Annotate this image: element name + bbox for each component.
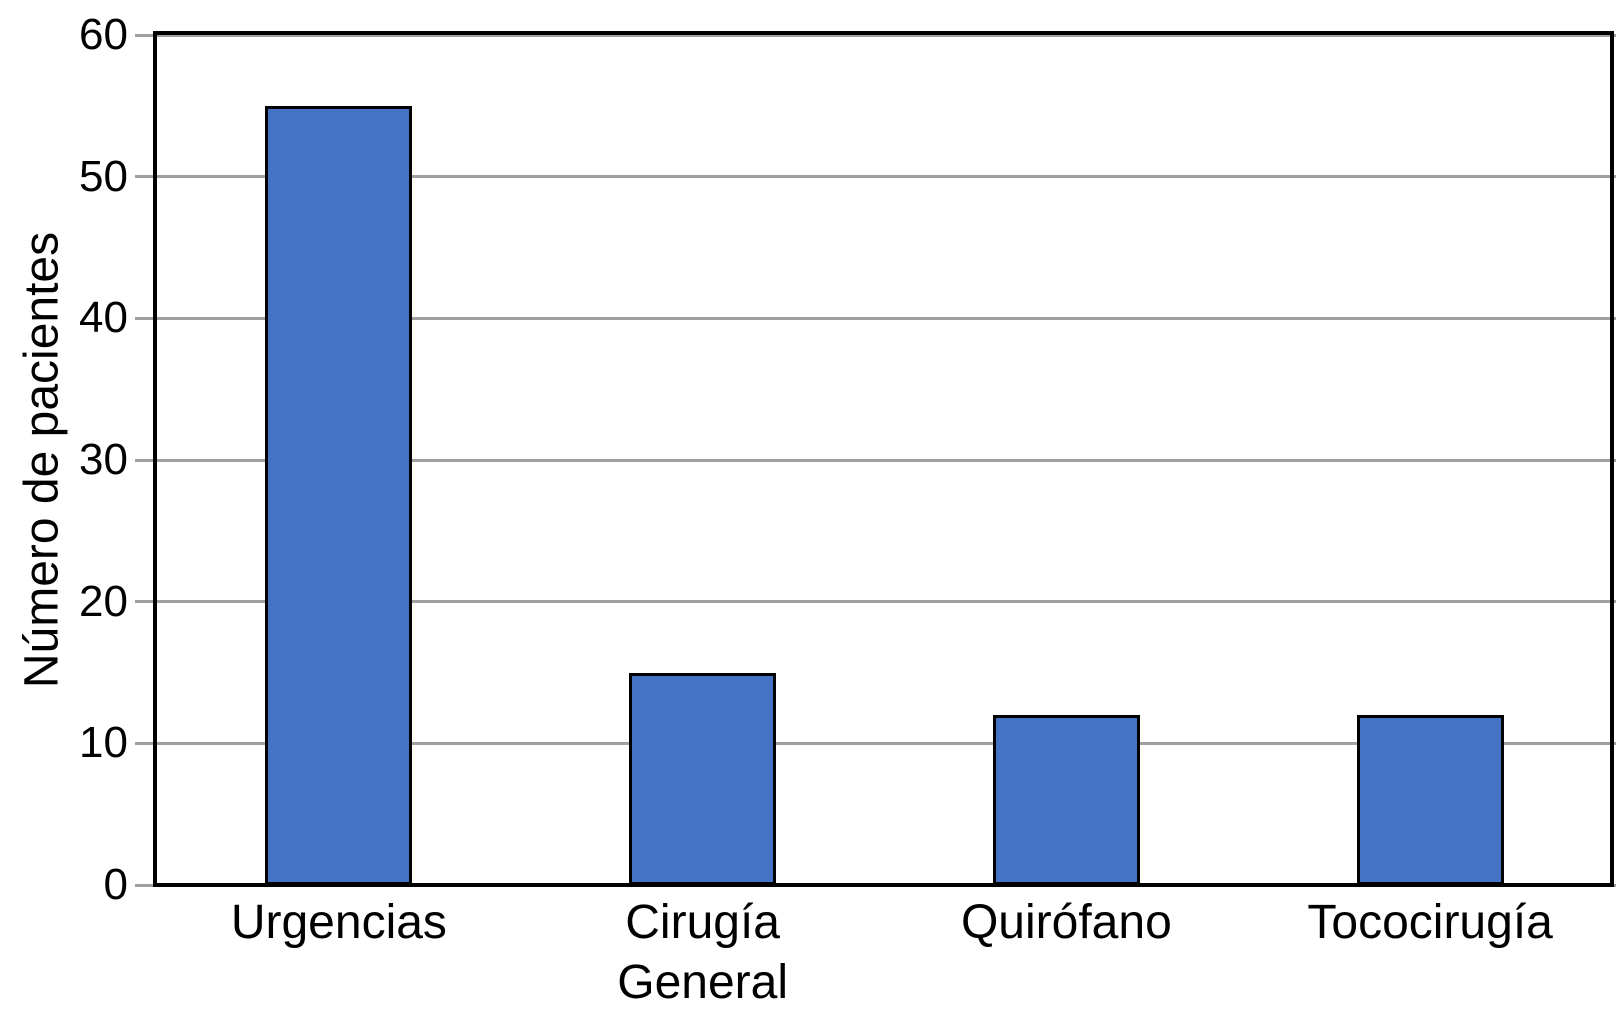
bar-quirófano xyxy=(992,715,1140,885)
y-tick-label-10: 10 xyxy=(79,718,128,768)
y-tick-label-50: 50 xyxy=(79,151,128,201)
bar-tococirugía xyxy=(1356,715,1504,885)
bar-cirugía-general xyxy=(629,672,777,885)
gridline-y-60 xyxy=(135,33,1616,37)
x-tick-label-quirófano: Quirófano xyxy=(960,896,1172,949)
y-tick-label-30: 30 xyxy=(79,435,128,484)
gridline-y-50 xyxy=(135,175,1616,179)
y-tick-label-40: 40 xyxy=(79,293,128,343)
y-tick-label-0: 0 xyxy=(103,860,128,909)
x-tick-label-cirugía-general: Cirugía General xyxy=(617,896,788,1009)
bar-urgencias xyxy=(265,105,413,885)
gridline-y-30 xyxy=(135,458,1616,462)
x-tick-label-tococirugía: Tococirugía xyxy=(1307,896,1553,949)
gridline-y-40 xyxy=(135,316,1616,320)
plot-area-border xyxy=(153,31,1614,887)
gridline-y-20 xyxy=(135,600,1616,604)
gridline-y-10 xyxy=(135,741,1616,745)
y-tick-label-60: 60 xyxy=(79,10,128,59)
x-tick-label-urgencias: Urgencias xyxy=(230,896,447,949)
y-tick-label-20: 20 xyxy=(79,576,128,626)
